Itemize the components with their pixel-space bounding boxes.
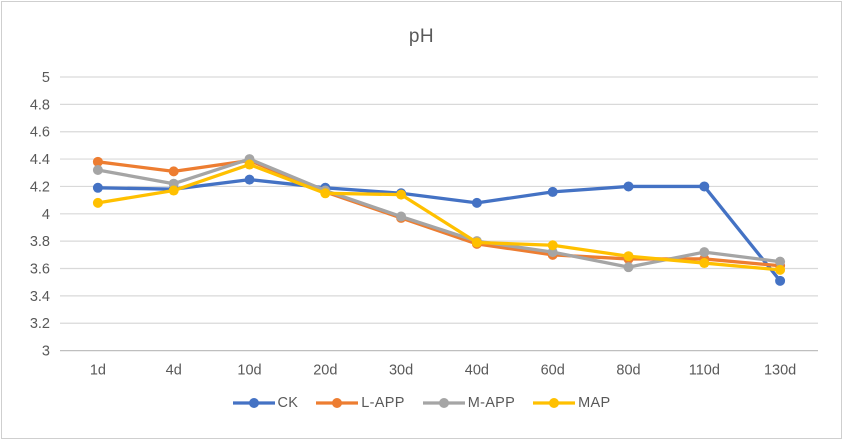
series-marker[interactable] xyxy=(547,186,558,197)
series-marker[interactable] xyxy=(775,275,786,286)
series-marker[interactable] xyxy=(471,197,482,208)
y-tick-label: 3.4 xyxy=(30,289,50,305)
legend-label: CK xyxy=(277,395,299,411)
series-marker[interactable] xyxy=(92,197,103,208)
chart-legend: CK L-APP M-APP MAP xyxy=(2,395,841,411)
series-marker[interactable] xyxy=(775,264,786,275)
series-marker[interactable] xyxy=(92,156,103,167)
x-tick-label: 4d xyxy=(166,363,182,379)
legend-item-m-app[interactable]: M-APP xyxy=(422,395,516,411)
legend-key-icon xyxy=(232,398,275,408)
series-marker[interactable] xyxy=(396,189,407,200)
chart-title[interactable]: pH xyxy=(408,26,435,47)
series-marker[interactable] xyxy=(168,185,179,196)
series-line[interactable] xyxy=(96,157,782,269)
y-tick-label: 4.8 xyxy=(30,97,50,113)
legend-label: M-APP xyxy=(467,395,516,411)
legend-item-ck[interactable]: CK xyxy=(232,395,299,411)
legend-key-icon xyxy=(422,398,465,408)
legend-label: L-APP xyxy=(361,395,405,411)
series-line[interactable] xyxy=(96,177,782,283)
series-marker[interactable] xyxy=(623,262,634,273)
series-M-APP[interactable] xyxy=(92,154,786,273)
y-tick-label: 3 xyxy=(42,344,50,360)
series-marker[interactable] xyxy=(623,181,634,192)
series-line[interactable] xyxy=(96,162,782,272)
y-tick-label: 3.6 xyxy=(30,262,50,278)
x-tick-label: 30d xyxy=(389,363,413,379)
x-tick-label: 20d xyxy=(313,363,337,379)
legend-label: MAP xyxy=(578,395,611,411)
legend-key-icon xyxy=(533,398,576,408)
series-marker[interactable] xyxy=(623,251,634,262)
y-tick-label: 4.6 xyxy=(30,125,50,141)
x-tick-label: 40d xyxy=(465,363,489,379)
x-tick-label: 10d xyxy=(237,363,261,379)
series-marker[interactable] xyxy=(547,240,558,251)
y-tick-label: 5 xyxy=(42,70,50,86)
y-tick-label: 4.4 xyxy=(30,152,50,168)
series-marker[interactable] xyxy=(92,165,103,176)
x-tick-label: 1d xyxy=(90,363,106,379)
x-tick-label: 60d xyxy=(541,363,565,379)
series-marker[interactable] xyxy=(168,166,179,177)
series-marker[interactable] xyxy=(775,256,786,267)
x-tick-label: 110d xyxy=(689,363,720,379)
y-tick-label: 4.2 xyxy=(30,179,50,195)
series-marker[interactable] xyxy=(320,188,331,199)
series-marker[interactable] xyxy=(699,181,710,192)
series-marker[interactable] xyxy=(244,174,255,185)
x-tick-label: 80d xyxy=(616,363,640,379)
series-marker[interactable] xyxy=(244,159,255,170)
series-marker[interactable] xyxy=(699,258,710,269)
legend-key-icon xyxy=(316,398,359,408)
legend-item-l-app[interactable]: L-APP xyxy=(316,395,404,411)
series-marker[interactable] xyxy=(168,178,179,189)
series-marker[interactable] xyxy=(471,237,482,248)
series-marker[interactable] xyxy=(547,247,558,258)
y-tick-label: 4 xyxy=(42,207,50,223)
series-MAP[interactable] xyxy=(92,159,786,275)
x-tick-label: 130d xyxy=(764,363,796,379)
series-marker[interactable] xyxy=(92,182,103,193)
series-L-APP[interactable] xyxy=(92,155,786,271)
plot-area-svg: 5 4.8 4.6 4.4 4.2 4 3.8 3.6 3.4 3.2 3 1d 4d 10d 20d 30d… xyxy=(30,70,818,379)
y-tick-label: 3.8 xyxy=(30,234,50,250)
series-marker[interactable] xyxy=(396,211,407,222)
legend-item-map[interactable]: MAP xyxy=(533,395,610,411)
y-tick-label: 3.2 xyxy=(30,316,50,332)
series-marker[interactable] xyxy=(699,247,710,258)
